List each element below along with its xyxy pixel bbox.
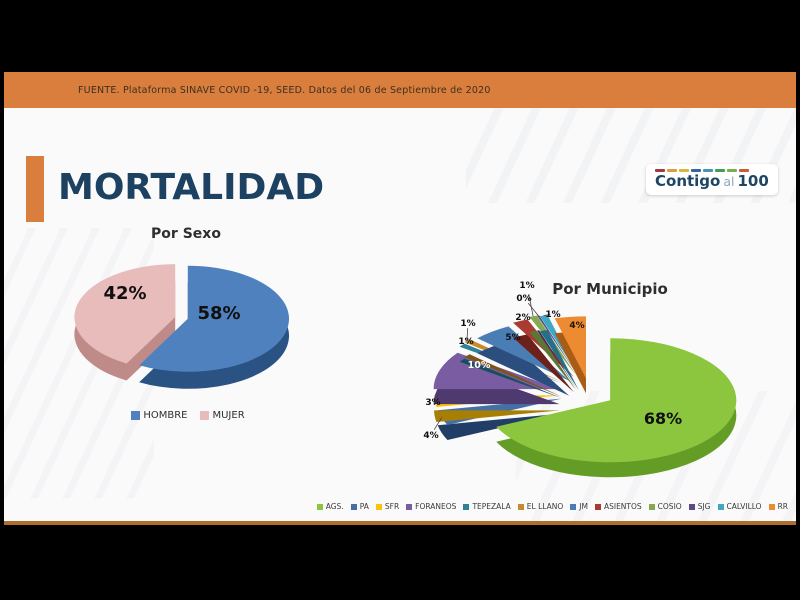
- legend-item-cosio: COSIO: [648, 502, 682, 511]
- legend-item-ags: AGS.: [316, 502, 344, 511]
- background-pattern-left: [4, 228, 154, 498]
- legend-swatch-mujer: [200, 411, 210, 420]
- logo-word-100: 100: [737, 172, 769, 190]
- logo-text: Contigo al 100: [655, 174, 769, 189]
- legend-item-pa: PA: [350, 502, 369, 511]
- legend-item-mujer: MUJER: [200, 410, 245, 421]
- legend-label-ags: AGS.: [325, 502, 344, 511]
- logo-dash-3: [691, 169, 701, 172]
- legend-label-asientos: ASIENTOS: [603, 502, 642, 511]
- legend-item-sfr: SFR: [375, 502, 400, 511]
- legend-label-el-llano: EL LLANO: [526, 502, 564, 511]
- legend-label-tepezala: TEPEZALA: [472, 502, 511, 511]
- legend-item-sjg: SJG: [688, 502, 711, 511]
- page-title: MORTALIDAD: [58, 167, 325, 208]
- legend-swatch-jm: [570, 503, 577, 510]
- legend-item-el-llano: EL LLANO: [517, 502, 564, 511]
- legend-item-foraneos: FORANEOS: [406, 502, 456, 511]
- logo-dashes: [655, 169, 769, 172]
- contigo-al-100-logo: Contigo al 100: [646, 164, 778, 195]
- legend-item-rr: RR: [768, 502, 788, 511]
- legend-swatch-hombre: [131, 411, 141, 420]
- logo-dash-0: [655, 169, 665, 172]
- legend-swatch-asientos: [594, 503, 601, 510]
- legend-item-calvillo: CALVILLO: [717, 502, 762, 511]
- legend-swatch-cosio: [648, 503, 655, 510]
- chart-title-por-sexo: Por Sexo: [151, 226, 221, 242]
- legend-label-sfr: SFR: [384, 502, 400, 511]
- logo-dash-1: [667, 169, 677, 172]
- title-accent-bar: [26, 156, 44, 222]
- legend-swatch-sjg: [688, 503, 695, 510]
- por-sexo-legend: HOMBRE MUJER: [82, 410, 294, 421]
- footer-accent-line: [4, 521, 796, 525]
- legend-label-sjg: SJG: [697, 502, 711, 511]
- logo-dash-2: [679, 169, 689, 172]
- logo-word-al: al: [723, 174, 735, 189]
- legend-swatch-tepezala: [463, 503, 470, 510]
- source-text: FUENTE. Plataforma SINAVE COVID -19, SEE…: [78, 84, 491, 96]
- legend-label-foraneos: FORANEOS: [415, 502, 457, 511]
- legend-item-jm: JM: [570, 502, 588, 511]
- logo-dash-4: [703, 169, 713, 172]
- logo-word-contigo: Contigo: [655, 172, 721, 190]
- legend-swatch-foraneos: [406, 503, 413, 510]
- legend-label-cosio: COSIO: [657, 502, 682, 511]
- logo-dash-5: [715, 169, 725, 172]
- source-bar: FUENTE. Plataforma SINAVE COVID -19, SEE…: [4, 72, 796, 108]
- legend-swatch-ags: [316, 503, 323, 510]
- legend-swatch-rr: [768, 503, 775, 510]
- legend-swatch-calvillo: [717, 503, 724, 510]
- legend-label-hombre: HOMBRE: [143, 410, 188, 421]
- legend-swatch-el-llano: [517, 503, 524, 510]
- legend-label-jm: JM: [579, 502, 588, 511]
- legend-item-hombre: HOMBRE: [131, 410, 187, 421]
- legend-label-rr: RR: [777, 502, 788, 511]
- legend-swatch-pa: [350, 503, 357, 510]
- legend-item-tepezala: TEPEZALA: [463, 502, 511, 511]
- por-municipio-legend: AGS. PA SFR FORANEOS TEPEZALA EL LLANO JM ASIEN…: [300, 502, 788, 511]
- legend-item-asientos: ASIENTOS: [594, 502, 642, 511]
- logo-dash-6: [727, 169, 737, 172]
- legend-label-calvillo: CALVILLO: [726, 502, 762, 511]
- legend-label-mujer: MUJER: [212, 410, 245, 421]
- chart-title-por-municipio: Por Municipio: [552, 280, 668, 298]
- legend-label-pa: PA: [359, 502, 369, 511]
- logo-dash-7: [739, 169, 749, 172]
- legend-swatch-sfr: [375, 503, 382, 510]
